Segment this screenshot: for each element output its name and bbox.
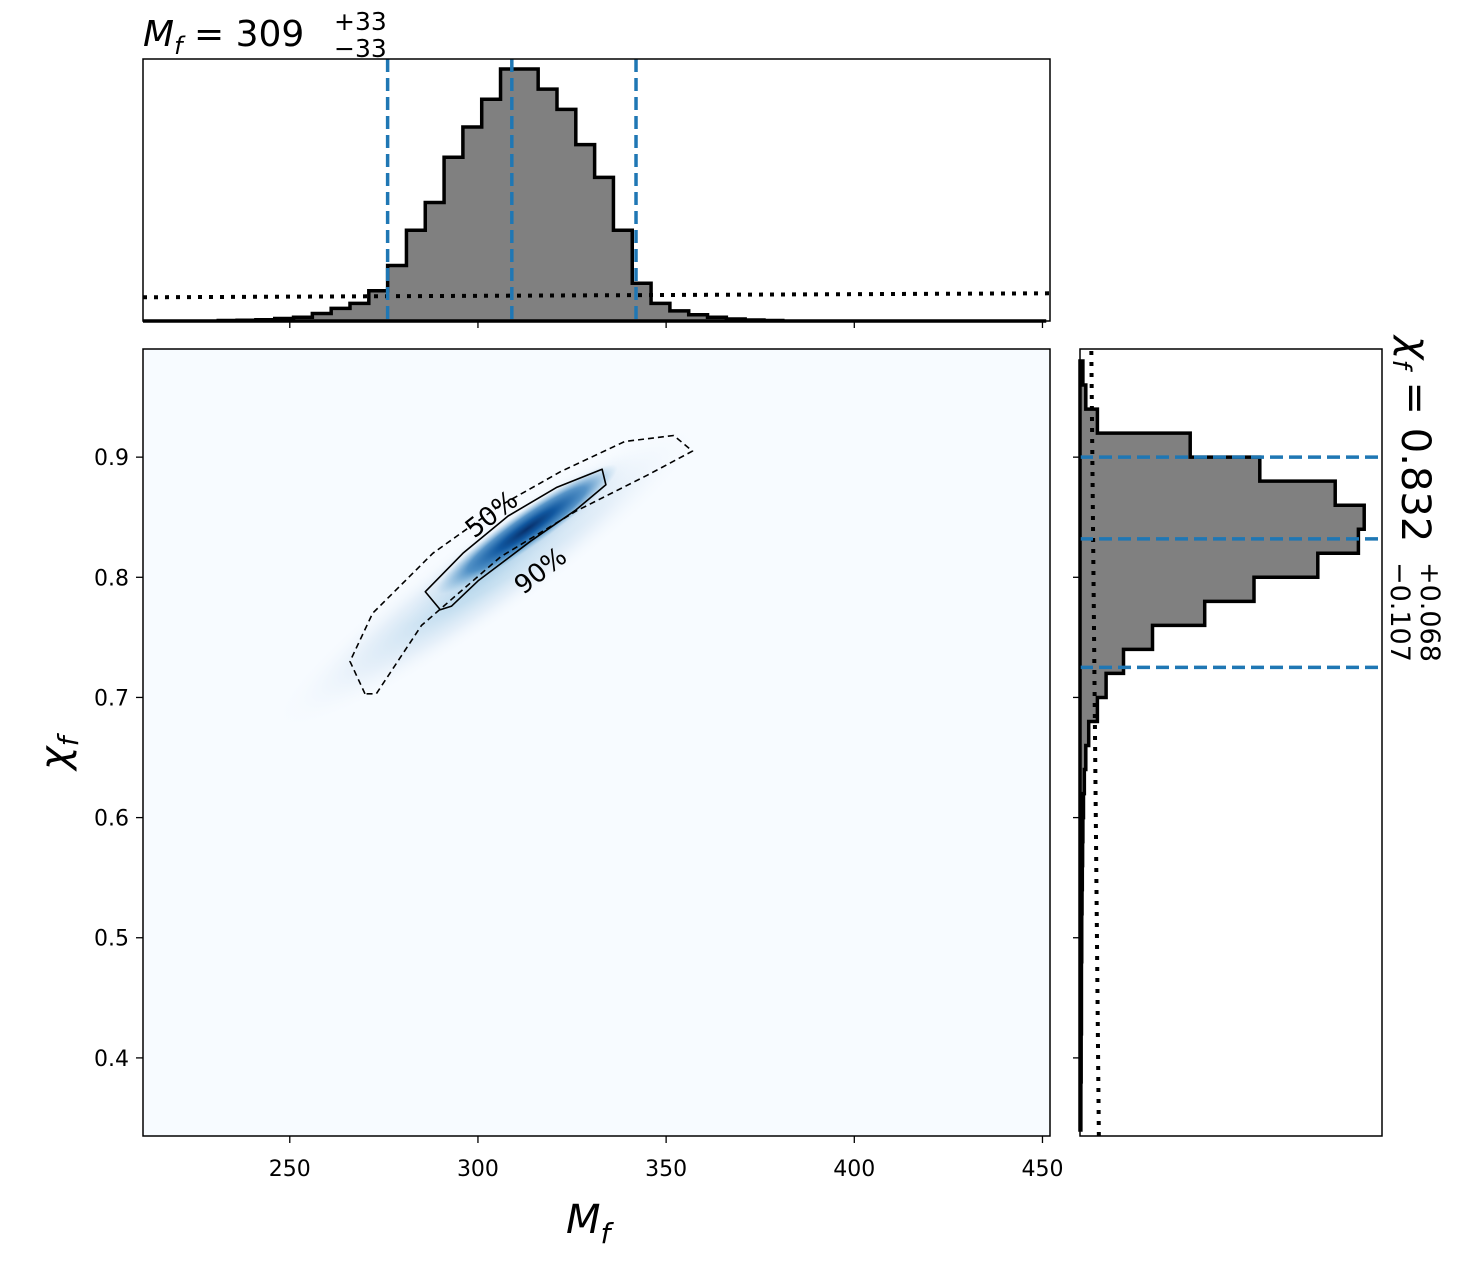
chif-title-sub: −0.107: [1384, 562, 1415, 662]
contour-50: [424, 468, 607, 611]
y-tick-label: 0.9: [94, 446, 129, 471]
chif-histogram: [1078, 359, 1366, 1132]
x-tick-label: 250: [269, 1157, 311, 1182]
mf-prior-line: [142, 291, 1051, 300]
density-map: [272, 423, 702, 731]
x-tick-label: 450: [1021, 1157, 1063, 1182]
x-axis-label: Mf: [566, 1197, 615, 1250]
y-tick-label: 0.6: [94, 807, 129, 832]
mf-title-sub: −33: [334, 34, 387, 63]
y-axis-ticks: 0.4 0.5 0.6 0.7 0.8 0.9: [94, 446, 143, 1072]
chif-histogram-bars: [1078, 359, 1366, 1132]
y-tick-label: 0.5: [94, 927, 129, 952]
density-core: [436, 464, 618, 595]
right-y-ticks: [1073, 456, 1080, 1059]
chif-quantile-lines: [1080, 455, 1382, 670]
right-marginal-panel: χf = 0.832 +0.068 −0.107: [1073, 334, 1445, 1137]
mf-title-sup: +33: [334, 7, 387, 36]
mf-histogram-bars: [143, 67, 1047, 323]
right-panel-frame: [1079, 348, 1383, 1137]
mf-prior: [142, 291, 1051, 300]
y-tick-label: 0.8: [94, 566, 129, 591]
x-tick-label: 400: [833, 1157, 875, 1182]
y-tick-label: 0.7: [94, 686, 129, 711]
x-tick-label: 300: [457, 1157, 499, 1182]
y-axis-label: χf: [32, 732, 85, 772]
x-tick-label: 350: [645, 1157, 687, 1182]
x-axis-ticks: 250 300 350 400 450: [269, 1136, 1063, 1182]
y-tick-label: 0.4: [94, 1047, 129, 1072]
mf-histogram: [143, 67, 1047, 323]
chif-title: χf = 0.832 +0.068 −0.107: [1384, 334, 1445, 662]
mf-title: Mf = 309: [143, 14, 304, 60]
svg-text:χf = 0.832: χf = 0.832: [1386, 334, 1438, 542]
chif-title-sup: +0.068: [1414, 562, 1445, 662]
joint-density-panel: 50%90% 250 300 350 400 450 0.40.50.60.70.80.…: [32, 348, 1063, 1250]
top-panel-frame: [142, 58, 1051, 322]
main-panel-frame: [142, 348, 1051, 1137]
top-marginal-panel: Mf = 309 +33 −33: [142, 7, 1051, 328]
contour-90: [349, 434, 694, 695]
mf-quantile-lines: [385, 59, 638, 321]
top-x-ticks: [289, 321, 1044, 328]
